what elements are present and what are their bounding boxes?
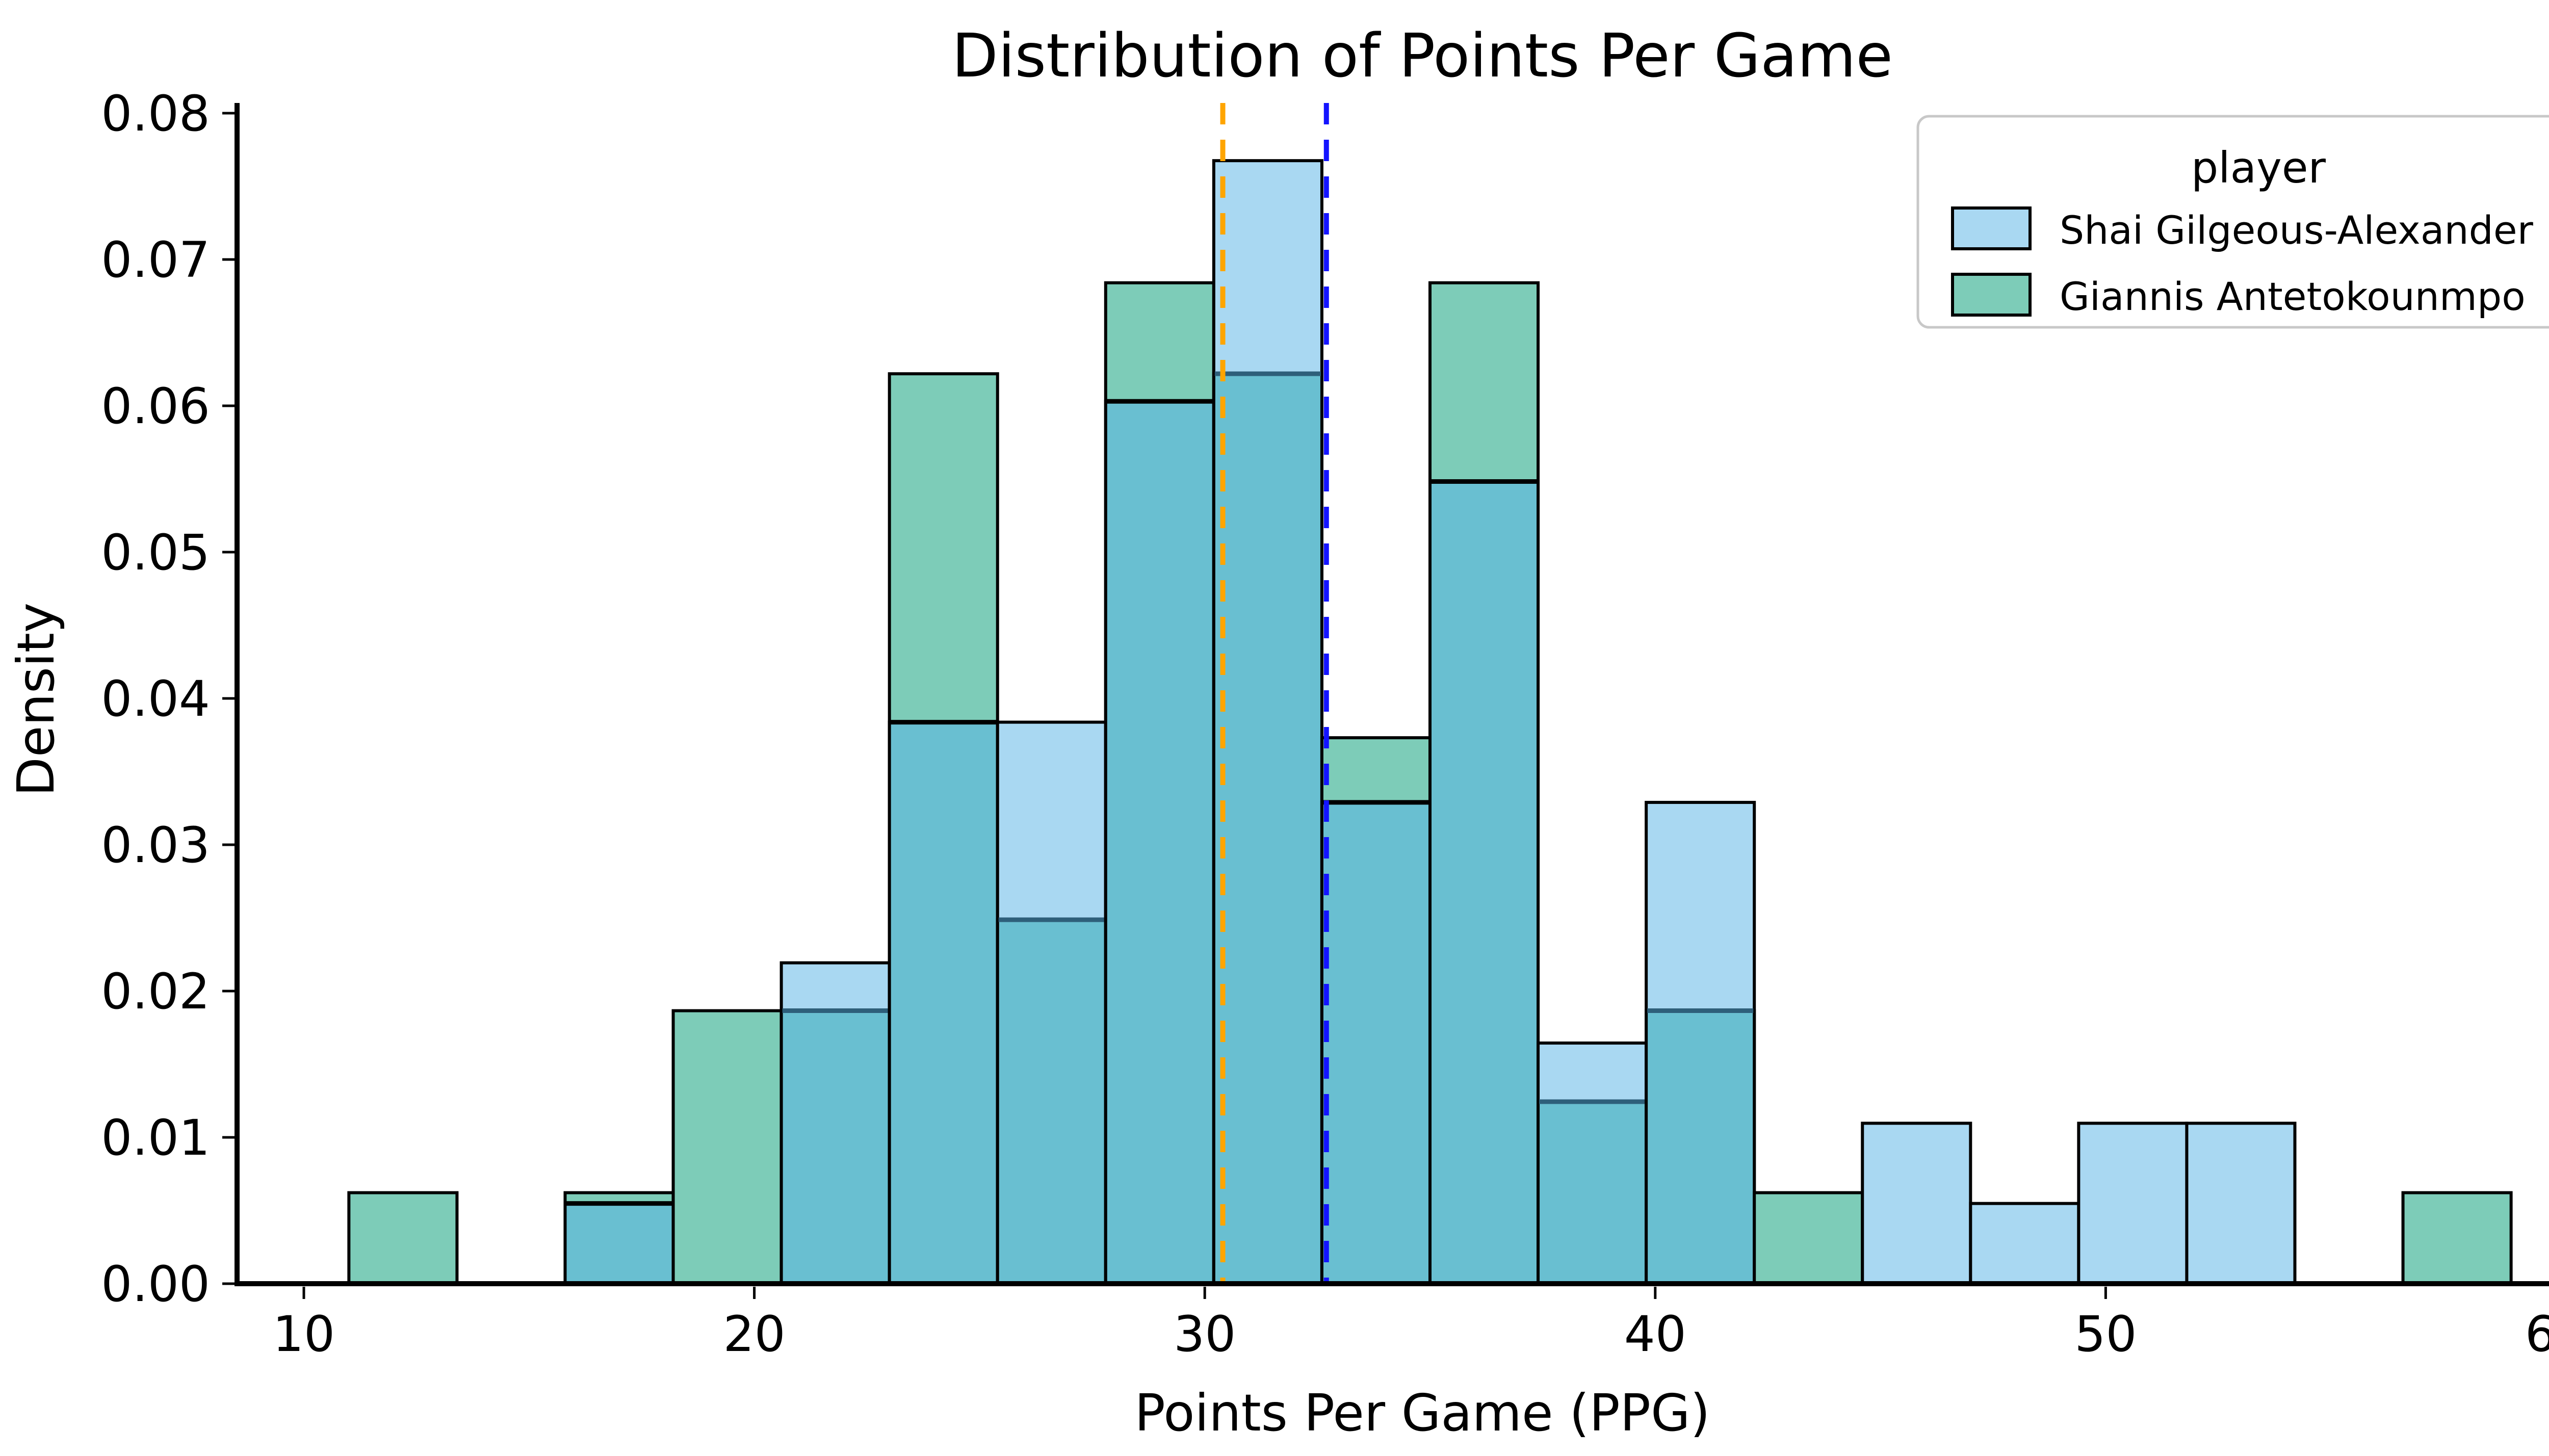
- histogram-bar: [347, 1191, 459, 1285]
- legend-swatch-shai: [1951, 206, 2032, 250]
- x-axis-label: Points Per Game (PPG): [1135, 1383, 1710, 1443]
- histogram-bar-overlap: [1320, 800, 1432, 1285]
- y-tick-label: 0.07: [101, 231, 210, 289]
- y-tick-label: 0.06: [101, 378, 210, 435]
- histogram-bar-overlap: [888, 720, 999, 1285]
- histogram-bar: [2185, 1122, 2297, 1286]
- y-tick-label: 0.01: [101, 1109, 210, 1166]
- histogram-bar: [1861, 1122, 1972, 1286]
- histogram-bar: [2401, 1191, 2513, 1285]
- histogram-bar-overlap: [1645, 1009, 1756, 1285]
- histogram-bar-overlap: [996, 918, 1107, 1286]
- ticks-layer: 10 20 30 40 50 60 0.00 0.01 0.02 0.03 0.04 0.05 0.06…: [101, 85, 2549, 1363]
- histogram-bar: [1969, 1202, 2080, 1286]
- legend-label-shai: Shai Gilgeous-Alexander: [2060, 207, 2534, 253]
- histogram-bar-overlap: [1537, 1100, 1648, 1286]
- y-tick-label: 0.00: [101, 1256, 210, 1313]
- y-tick-label: 0.03: [101, 817, 210, 874]
- histogram-bar: [2077, 1122, 2189, 1286]
- legend-title: player: [2191, 143, 2326, 193]
- y-tick-label: 0.02: [101, 963, 210, 1020]
- legend: player Shai Gilgeous-Alexander Giannis A…: [1916, 115, 2549, 329]
- x-tick-label: 40: [1624, 1306, 1686, 1363]
- x-tick-label: 10: [273, 1306, 335, 1363]
- histogram-bar-overlap: [1212, 372, 1323, 1286]
- bars-layer: [347, 159, 2513, 1286]
- y-tick-label: 0.08: [101, 85, 210, 142]
- histogram-bar-overlap: [563, 1202, 675, 1286]
- x-tick-label: 20: [723, 1306, 786, 1363]
- legend-box: [1916, 115, 2549, 329]
- mean-lines-layer: [1220, 103, 1329, 1282]
- histogram-bar: [671, 1009, 783, 1285]
- legend-swatch-giannis: [1951, 273, 2032, 317]
- x-tick-label: 50: [2074, 1306, 2137, 1363]
- histogram-bar-overlap: [1104, 400, 1215, 1285]
- legend-label-giannis: Giannis Antetokounmpo: [2060, 274, 2526, 319]
- histogram-bar-overlap: [779, 1009, 891, 1285]
- y-axis-label: Density: [6, 603, 66, 796]
- chart-title: Distribution of Points Per Game: [952, 20, 1893, 91]
- y-tick-label: 0.05: [101, 524, 210, 581]
- y-tick-label: 0.04: [101, 670, 210, 727]
- x-tick-label: 30: [1174, 1306, 1236, 1363]
- axes-layer: [235, 103, 2549, 1286]
- histogram-bar-overlap: [1428, 480, 1540, 1286]
- x-tick-label: 60: [2525, 1306, 2549, 1363]
- histogram-bar: [1753, 1191, 1864, 1285]
